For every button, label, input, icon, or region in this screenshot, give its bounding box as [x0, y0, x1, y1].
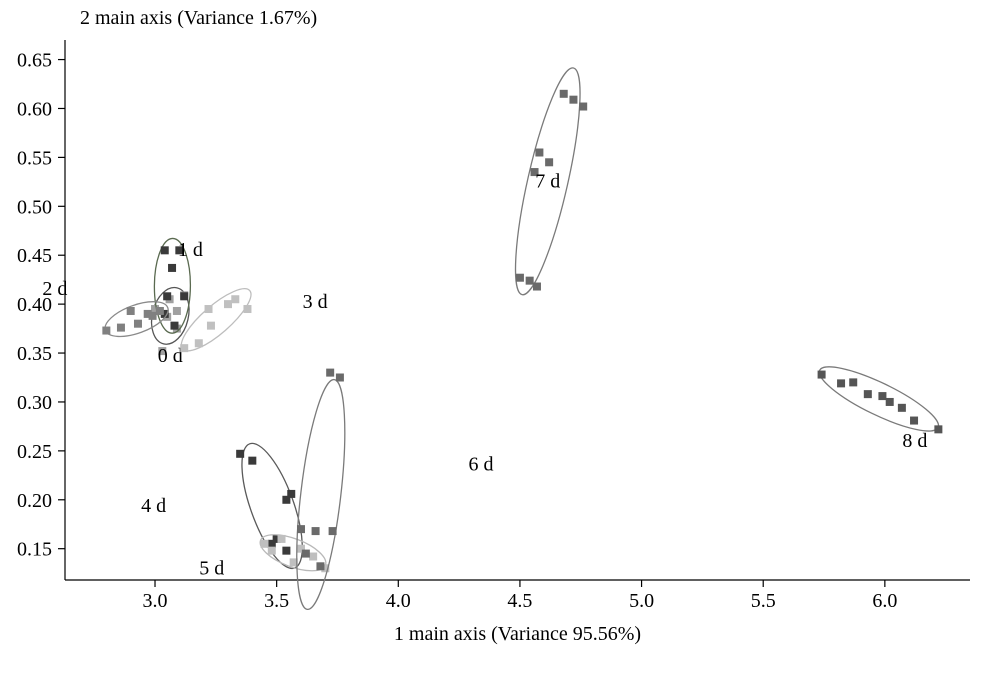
y-tick-label: 0.35: [17, 343, 52, 365]
data-point: [170, 322, 178, 330]
data-point: [207, 322, 215, 330]
y-axis-title: 2 main axis (Variance 1.67%): [80, 7, 317, 29]
data-point: [168, 264, 176, 272]
data-point: [231, 295, 239, 303]
x-tick-label: 6.0: [872, 590, 897, 612]
y-tick-label: 0.50: [17, 196, 52, 218]
cluster-label: 4 d: [141, 495, 166, 517]
chart-svg: 3.0 3.5 4.0 4.5 5.0 5.5 6.0 0.15 0.20 0.25 0.30 0.3…: [0, 0, 1000, 676]
x-axis-title: 1 main axis (Variance 95.56%): [394, 623, 641, 645]
data-point: [329, 527, 337, 535]
y-tick-label: 0.30: [17, 392, 52, 414]
data-point: [236, 450, 244, 458]
data-point: [910, 417, 918, 425]
data-point: [248, 457, 256, 465]
data-point: [837, 379, 845, 387]
data-point: [127, 307, 135, 315]
scatter-plot: 3.0 3.5 4.0 4.5 5.0 5.5 6.0 0.15 0.20 0.25 0.30 0.3…: [0, 0, 1000, 676]
data-point: [849, 378, 857, 386]
cluster-label: 0 d: [158, 345, 183, 367]
cluster-label: 2 d: [42, 278, 67, 300]
data-point: [224, 300, 232, 308]
y-tick-label: 0.60: [17, 98, 52, 120]
data-point: [533, 283, 541, 291]
y-tick-label: 0.15: [17, 539, 52, 561]
data-point: [156, 307, 164, 315]
y-tick-label: 0.45: [17, 245, 52, 267]
data-point: [180, 344, 188, 352]
data-point: [326, 369, 334, 377]
data-point: [243, 305, 251, 313]
data-point: [560, 90, 568, 98]
data-point: [579, 103, 587, 111]
data-point: [312, 527, 320, 535]
data-point: [818, 371, 826, 379]
data-point: [278, 535, 286, 543]
data-point: [898, 404, 906, 412]
data-point: [526, 277, 534, 285]
y-tick-label: 0.20: [17, 490, 52, 512]
data-point: [309, 553, 317, 561]
y-tick-label: 0.65: [17, 50, 52, 72]
data-point: [297, 525, 305, 533]
x-tick-label: 5.5: [751, 590, 776, 612]
data-point: [516, 274, 524, 282]
data-point: [535, 149, 543, 157]
data-point: [316, 562, 324, 570]
cluster-label: 5 d: [199, 558, 224, 580]
cluster-label: 1 d: [178, 239, 203, 261]
x-tick-label: 4.5: [507, 590, 532, 612]
data-point: [195, 339, 203, 347]
x-tick-label: 4.0: [386, 590, 411, 612]
data-point: [282, 547, 290, 555]
data-point: [161, 246, 169, 254]
y-tick-label: 0.55: [17, 147, 52, 169]
data-point: [180, 292, 188, 300]
data-point: [268, 547, 276, 555]
data-point: [886, 398, 894, 406]
x-tick-label: 3.0: [143, 590, 168, 612]
data-point: [569, 96, 577, 104]
cluster-label: 3 d: [303, 291, 328, 313]
data-point: [864, 390, 872, 398]
cluster-label: 7 d: [535, 170, 560, 192]
data-point: [163, 292, 171, 300]
data-point: [102, 327, 110, 335]
data-point: [878, 392, 886, 400]
cluster-label: 6 d: [468, 453, 493, 475]
data-point: [134, 320, 142, 328]
data-point: [287, 490, 295, 498]
data-point: [336, 374, 344, 382]
data-point: [302, 550, 310, 558]
data-point: [934, 425, 942, 433]
data-point: [260, 540, 268, 548]
data-point: [205, 305, 213, 313]
y-tick-label: 0.25: [17, 441, 52, 463]
data-point: [545, 158, 553, 166]
data-point: [173, 307, 181, 315]
data-point: [117, 324, 125, 332]
x-tick-label: 5.0: [629, 590, 654, 612]
data-point: [149, 312, 157, 320]
cluster-label: 8 d: [902, 430, 927, 452]
x-tick-label: 3.5: [264, 590, 289, 612]
